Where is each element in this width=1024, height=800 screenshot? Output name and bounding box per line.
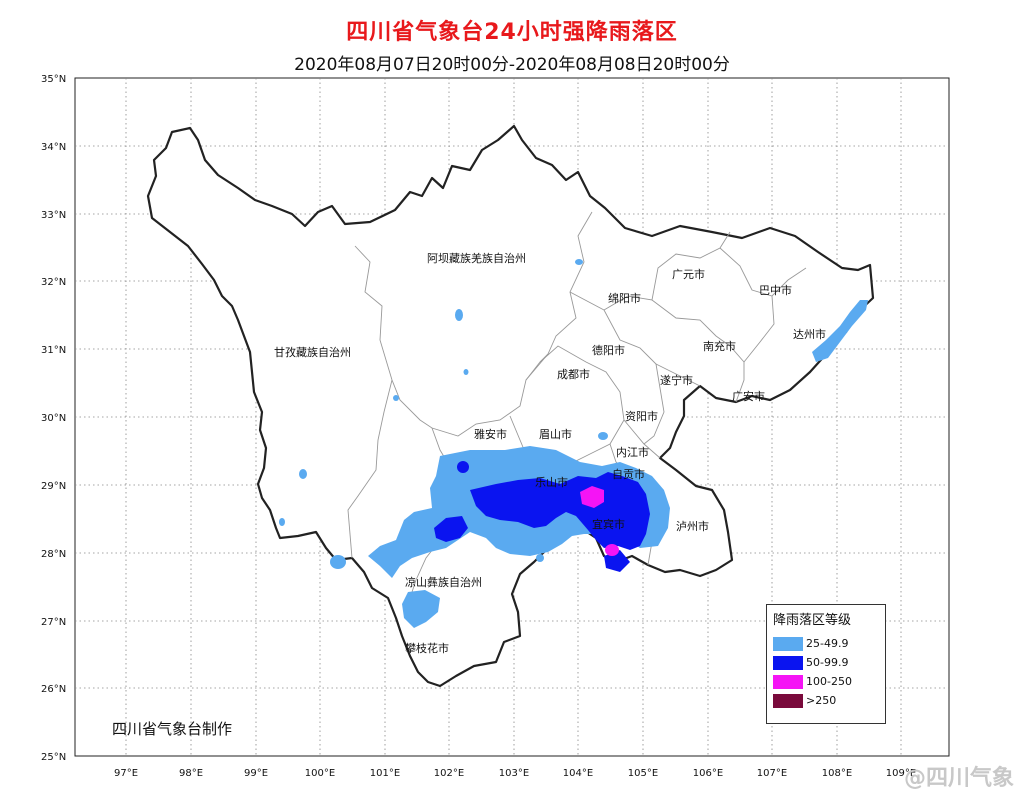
lat-tick: 29°N (41, 481, 66, 492)
lon-tick: 108°E (822, 768, 852, 779)
region-label: 成都市 (557, 367, 590, 381)
lon-tick: 99°E (244, 768, 268, 779)
lon-tick: 102°E (434, 768, 464, 779)
lon-tick: 109°E (886, 768, 916, 779)
lon-tick: 104°E (563, 768, 593, 779)
region-label: 广元市 (672, 267, 705, 281)
lat-tick-labels: 25°N 26°N 27°N 28°N 29°N 30°N 31°N 32°N … (41, 74, 66, 763)
region-label: 眉山市 (539, 427, 572, 441)
legend-label: 100-250 (806, 675, 852, 688)
lat-tick: 27°N (41, 617, 66, 628)
lat-tick: 25°N (41, 752, 66, 763)
region-labels: 阿坝藏族羌族自治州 甘孜藏族自治州 广元市 巴中市 绵阳市 达州市 德阳市 南充… (274, 251, 826, 655)
rain-50-99 (434, 461, 650, 572)
legend-item: >250 (773, 691, 885, 710)
region-label: 乐山市 (535, 475, 568, 489)
lat-tick: 34°N (41, 142, 66, 153)
legend-item: 25-49.9 (773, 634, 885, 653)
region-label: 巴中市 (759, 283, 792, 297)
legend-swatch (773, 655, 803, 670)
lon-tick: 98°E (179, 768, 203, 779)
region-label: 凉山彝族自治州 (405, 575, 482, 589)
lon-tick: 103°E (499, 768, 529, 779)
lon-tick: 100°E (305, 768, 335, 779)
lat-tick: 26°N (41, 684, 66, 695)
region-label: 德阳市 (592, 343, 625, 357)
lon-tick: 107°E (757, 768, 787, 779)
lon-tick: 97°E (114, 768, 138, 779)
region-label: 甘孜藏族自治州 (274, 345, 351, 359)
legend-label: 50-99.9 (806, 656, 849, 669)
weibo-watermark: @四川气象 (903, 766, 1014, 791)
region-label: 雅安市 (474, 427, 507, 441)
region-label: 资阳市 (625, 409, 658, 423)
region-label: 南充市 (703, 339, 736, 353)
region-label: 绵阳市 (608, 291, 641, 305)
lon-tick: 101°E (370, 768, 400, 779)
legend-label: 25-49.9 (806, 637, 849, 650)
region-label: 自贡市 (612, 467, 645, 481)
legend-title: 降雨落区等级 (773, 613, 852, 628)
region-label: 广安市 (732, 389, 765, 403)
map-title: 四川省气象台24小时强降雨落区 (346, 20, 678, 45)
rain-100-250 (580, 486, 619, 556)
region-label: 达州市 (793, 327, 826, 341)
sichuan-outline (146, 124, 875, 688)
lat-tick: 28°N (41, 549, 66, 560)
region-label: 内江市 (616, 445, 649, 459)
legend-item: 100-250 (773, 672, 885, 691)
legend: 降雨落区等级 25-49.9 50-99.9 100-250 >250 (766, 604, 886, 724)
lat-tick: 32°N (41, 277, 66, 288)
legend-swatch (773, 636, 803, 651)
lon-tick: 105°E (628, 768, 658, 779)
region-label: 宜宾市 (592, 517, 625, 531)
legend-swatch (773, 693, 803, 708)
legend-swatch (773, 674, 803, 689)
lat-tick: 33°N (41, 210, 66, 221)
region-label: 攀枝花市 (405, 641, 449, 655)
lon-tick-labels: 97°E 98°E 99°E 100°E 101°E 102°E 103°E 1… (114, 768, 916, 779)
producer-credit: 四川省气象台制作 (112, 720, 233, 738)
lon-tick: 106°E (693, 768, 723, 779)
region-label: 遂宁市 (660, 373, 693, 387)
legend-label: >250 (806, 694, 837, 707)
map-subtitle: 2020年08月07日20时00分-2020年08月08日20时00分 (294, 55, 730, 75)
region-label: 泸州市 (676, 519, 709, 533)
legend-item: 50-99.9 (773, 653, 885, 672)
lat-tick: 30°N (41, 413, 66, 424)
lat-tick: 35°N (41, 74, 66, 85)
lat-tick: 31°N (41, 345, 66, 356)
region-label: 阿坝藏族羌族自治州 (427, 251, 526, 265)
